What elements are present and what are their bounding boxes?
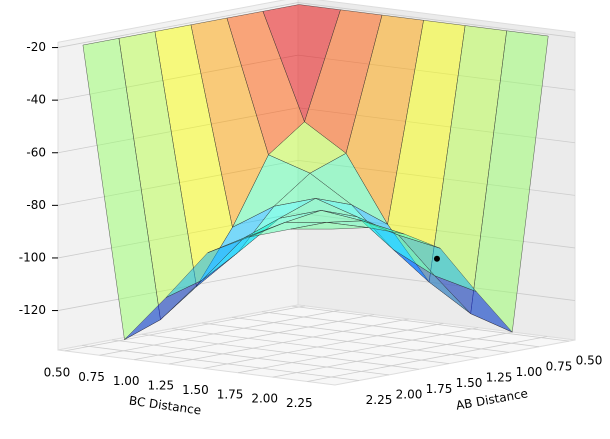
y-tick-label: 0.50 <box>576 354 603 368</box>
x-axis-label: BC Distance <box>128 394 202 418</box>
z-tick-label: -60 <box>26 145 46 159</box>
y-tick-label: 2.00 <box>396 387 423 401</box>
y-tick-label: 0.75 <box>546 359 573 373</box>
grid-line <box>231 316 510 353</box>
z-tick-label: -80 <box>26 198 46 212</box>
x-tick-label: 1.25 <box>147 379 174 393</box>
y-tick-label: 1.50 <box>456 376 483 390</box>
z-tick-label: -100 <box>19 250 46 264</box>
x-tick-label: 2.00 <box>251 392 278 406</box>
x-tick-label: 0.75 <box>78 370 105 384</box>
pane <box>57 304 576 386</box>
grid-line <box>201 322 480 359</box>
grid-line <box>64 305 305 352</box>
grid-line <box>111 339 390 376</box>
grid-line <box>57 2 576 48</box>
grid-line <box>237 327 479 374</box>
grid-line <box>307 336 548 382</box>
point-marker <box>433 255 440 262</box>
grid-line <box>203 322 444 369</box>
grid-line <box>261 311 540 348</box>
z-tick-label: -20 <box>26 40 46 54</box>
x-tick-label: 0.50 <box>44 365 71 379</box>
y-tick-label: 2.25 <box>366 393 393 407</box>
grid-line <box>272 331 513 378</box>
grid-line <box>168 318 409 365</box>
z-tick-label: -40 <box>26 93 46 107</box>
grid-line <box>291 305 570 342</box>
surface-patch <box>290 222 369 230</box>
grid-line <box>99 309 340 356</box>
y-axis-label: AB Distance <box>455 386 529 412</box>
y-tick-label: 1.00 <box>516 365 543 379</box>
x-tick-label: 1.75 <box>217 387 244 401</box>
grid-line <box>141 333 420 370</box>
grid-line <box>171 328 450 365</box>
x-tick-label: 1.00 <box>113 374 140 388</box>
z-tick-label: -120 <box>19 303 46 317</box>
x-tick-label: 2.25 <box>286 396 313 410</box>
y-tick-label: 1.75 <box>426 382 453 396</box>
x-tick-label: 1.50 <box>182 383 209 397</box>
grid-line <box>81 345 360 381</box>
y-tick-label: 1.25 <box>486 371 513 385</box>
grid-line <box>134 314 375 361</box>
